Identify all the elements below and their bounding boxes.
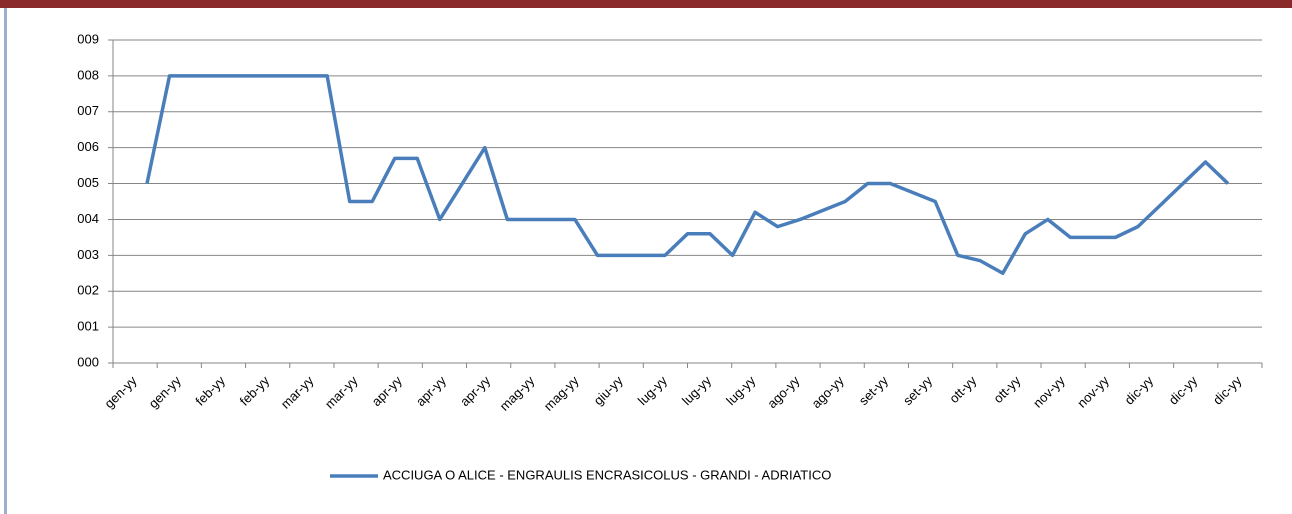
x-tick-label: lug-yy xyxy=(723,373,758,408)
x-tick-label: ott-yy xyxy=(946,373,979,406)
x-tick-label: dic-yy xyxy=(1166,373,1201,408)
x-tick-label: lug-yy xyxy=(635,373,670,408)
x-tick-label: ott-yy xyxy=(990,373,1023,406)
y-tick-label: 007 xyxy=(77,103,99,118)
y-tick-label: 000 xyxy=(77,354,99,369)
y-tick-label: 003 xyxy=(77,247,99,262)
y-tick-label: 005 xyxy=(77,175,99,190)
x-tick-label: ago-yy xyxy=(809,373,848,412)
top-bar xyxy=(0,0,1292,8)
y-tick-label: 009 xyxy=(77,31,99,46)
x-tick-label: mar-yy xyxy=(278,373,317,412)
x-tick-label: dic-yy xyxy=(1121,373,1156,408)
x-tick-label: mar-yy xyxy=(322,373,361,412)
x-tick-label: apr-yy xyxy=(369,373,405,409)
y-tick-label: 004 xyxy=(77,211,99,226)
x-tick-label: set-yy xyxy=(900,373,935,408)
x-tick-label: apr-yy xyxy=(457,373,493,409)
x-tick-label: dic-yy xyxy=(1210,373,1245,408)
line-series xyxy=(145,74,1230,276)
x-tick-label: apr-yy xyxy=(413,373,449,409)
x-tick-label: set-yy xyxy=(856,373,891,408)
x-tick-label: mag-yy xyxy=(497,373,538,414)
y-tick-label: 001 xyxy=(77,319,99,334)
x-tick-label: nov-yy xyxy=(1030,373,1068,411)
x-tick-label: ago-yy xyxy=(764,373,803,412)
x-tick-label: gen-yy xyxy=(101,373,140,412)
y-tick-label: 002 xyxy=(77,283,99,298)
legend-label: ACCIUGA O ALICE - ENGRAULIS ENCRASICOLUS… xyxy=(383,467,831,482)
x-tick-label: lug-yy xyxy=(679,373,714,408)
x-tick-label: feb-yy xyxy=(192,373,228,409)
left-border xyxy=(4,8,7,514)
y-tick-label: 006 xyxy=(77,139,99,154)
x-tick-label: gen-yy xyxy=(146,373,185,412)
x-tick-label: mag-yy xyxy=(541,373,582,414)
x-tick-label: nov-yy xyxy=(1074,373,1112,411)
x-tick-label: giu-yy xyxy=(591,373,626,408)
y-tick-label: 008 xyxy=(77,67,99,82)
x-tick-label: feb-yy xyxy=(237,373,273,409)
